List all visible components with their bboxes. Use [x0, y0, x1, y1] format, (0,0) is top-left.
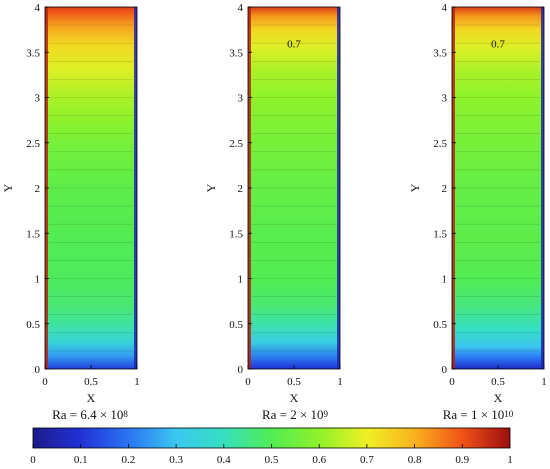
y-tick-label: 3.5	[433, 47, 447, 59]
y-tick-label: 3	[442, 93, 448, 105]
y-axis-label: Y	[204, 183, 218, 192]
y-tick-label: 2.5	[433, 138, 447, 150]
y-tick-label: 1	[35, 274, 41, 286]
temperature-field	[45, 7, 137, 369]
y-tick-label: 0.5	[229, 319, 243, 331]
caption-exponent: 10	[504, 409, 514, 419]
x-tick-label: 1	[541, 376, 547, 388]
colorbar-tick-label: 0.7	[360, 454, 374, 466]
y-tick-label: 0	[442, 364, 448, 376]
colorbar-tick-label: 0	[30, 454, 36, 466]
temperature-field	[248, 7, 340, 369]
colorbar-tick-label: 0.9	[455, 454, 469, 466]
x-tick-label: 1	[337, 376, 343, 388]
y-axis-label: Y	[1, 183, 15, 192]
y-tick-label: 0	[35, 364, 41, 376]
caption-exponent: 8	[123, 409, 128, 419]
y-tick-label: 1	[238, 274, 244, 286]
y-tick-label: 1.5	[229, 228, 243, 240]
x-tick-label: 0.5	[491, 376, 505, 388]
colorbar-tick-label: 0.6	[312, 454, 326, 466]
panel-caption-2: Ra = 2 × 109	[205, 407, 385, 423]
y-tick-label: 0	[238, 364, 244, 376]
y-tick-label: 3.5	[26, 47, 40, 59]
x-tick-label: 0.5	[287, 376, 301, 388]
colorbar-tick-label: 1	[507, 454, 513, 466]
x-tick-label: 0	[449, 376, 455, 388]
caption-text: Ra = 1 × 10	[442, 407, 505, 422]
colorbar-tick-label: 0.3	[169, 454, 183, 466]
y-tick-label: 2	[35, 183, 41, 195]
y-tick-label: 1.5	[433, 228, 447, 240]
contour-panel-1: 0 0.5 1 1.5 2 2.5 3 3.5 4 0 0.5 1 X Y	[1, 2, 140, 405]
x-tick-label: 0	[42, 376, 48, 388]
y-tick-label: 3	[238, 93, 244, 105]
panel-caption-1: Ra = 6.4 × 108	[0, 407, 180, 423]
caption-exponent: 9	[323, 409, 329, 419]
cold-wall	[541, 7, 544, 369]
y-tick-label: 2	[238, 183, 244, 195]
contour-value-label: 0.7	[491, 39, 505, 51]
y-tick-label: 2	[442, 183, 448, 195]
panel-caption-3: Ra = 1 × 1010	[388, 407, 550, 423]
y-tick-label: 4	[442, 2, 448, 14]
y-tick-label: 2.5	[26, 138, 40, 150]
x-tick-label: 0	[245, 376, 251, 388]
y-tick-label: 0.5	[26, 319, 40, 331]
x-tick-label: 0.5	[84, 376, 98, 388]
cold-wall	[337, 7, 340, 369]
y-axis-label: Y	[408, 183, 422, 192]
y-tick-label: 1	[442, 274, 448, 286]
caption-text: Ra = 2 × 10	[261, 407, 324, 422]
colorbar-tick-label: 0.1	[74, 454, 88, 466]
colorbar-tick-label: 0.4	[217, 454, 231, 466]
cold-wall	[134, 7, 137, 369]
y-tick-label: 4	[238, 2, 244, 14]
temperature-field	[452, 7, 544, 369]
x-tick-label: 1	[134, 376, 140, 388]
y-tick-label: 1.5	[26, 228, 40, 240]
x-axis-label: X	[290, 391, 299, 405]
caption-text: Ra = 6.4 × 10	[52, 407, 124, 422]
y-tick-label: 3.5	[229, 47, 243, 59]
colorbar-tick-label: 0.5	[265, 454, 279, 466]
x-axis-label: X	[494, 391, 503, 405]
contour-panel-2: 0 0.5 1 1.5 2 2.5 3 3.5 4 0 0.5 1 X Y 0.7	[204, 2, 343, 405]
colorbar-tick-label: 0.8	[408, 454, 422, 466]
contour-value-label: 0.7	[287, 39, 301, 51]
y-tick-label: 0.5	[433, 319, 447, 331]
y-tick-label: 3	[35, 93, 41, 105]
x-axis-label: X	[87, 391, 96, 405]
y-tick-label: 4	[35, 2, 41, 14]
y-tick-label: 2.5	[229, 138, 243, 150]
contour-panel-3: 0 0.5 1 1.5 2 2.5 3 3.5 4 0 0.5 1 X Y 0.7	[408, 2, 547, 405]
colorbar-tick-label: 0.2	[122, 454, 136, 466]
